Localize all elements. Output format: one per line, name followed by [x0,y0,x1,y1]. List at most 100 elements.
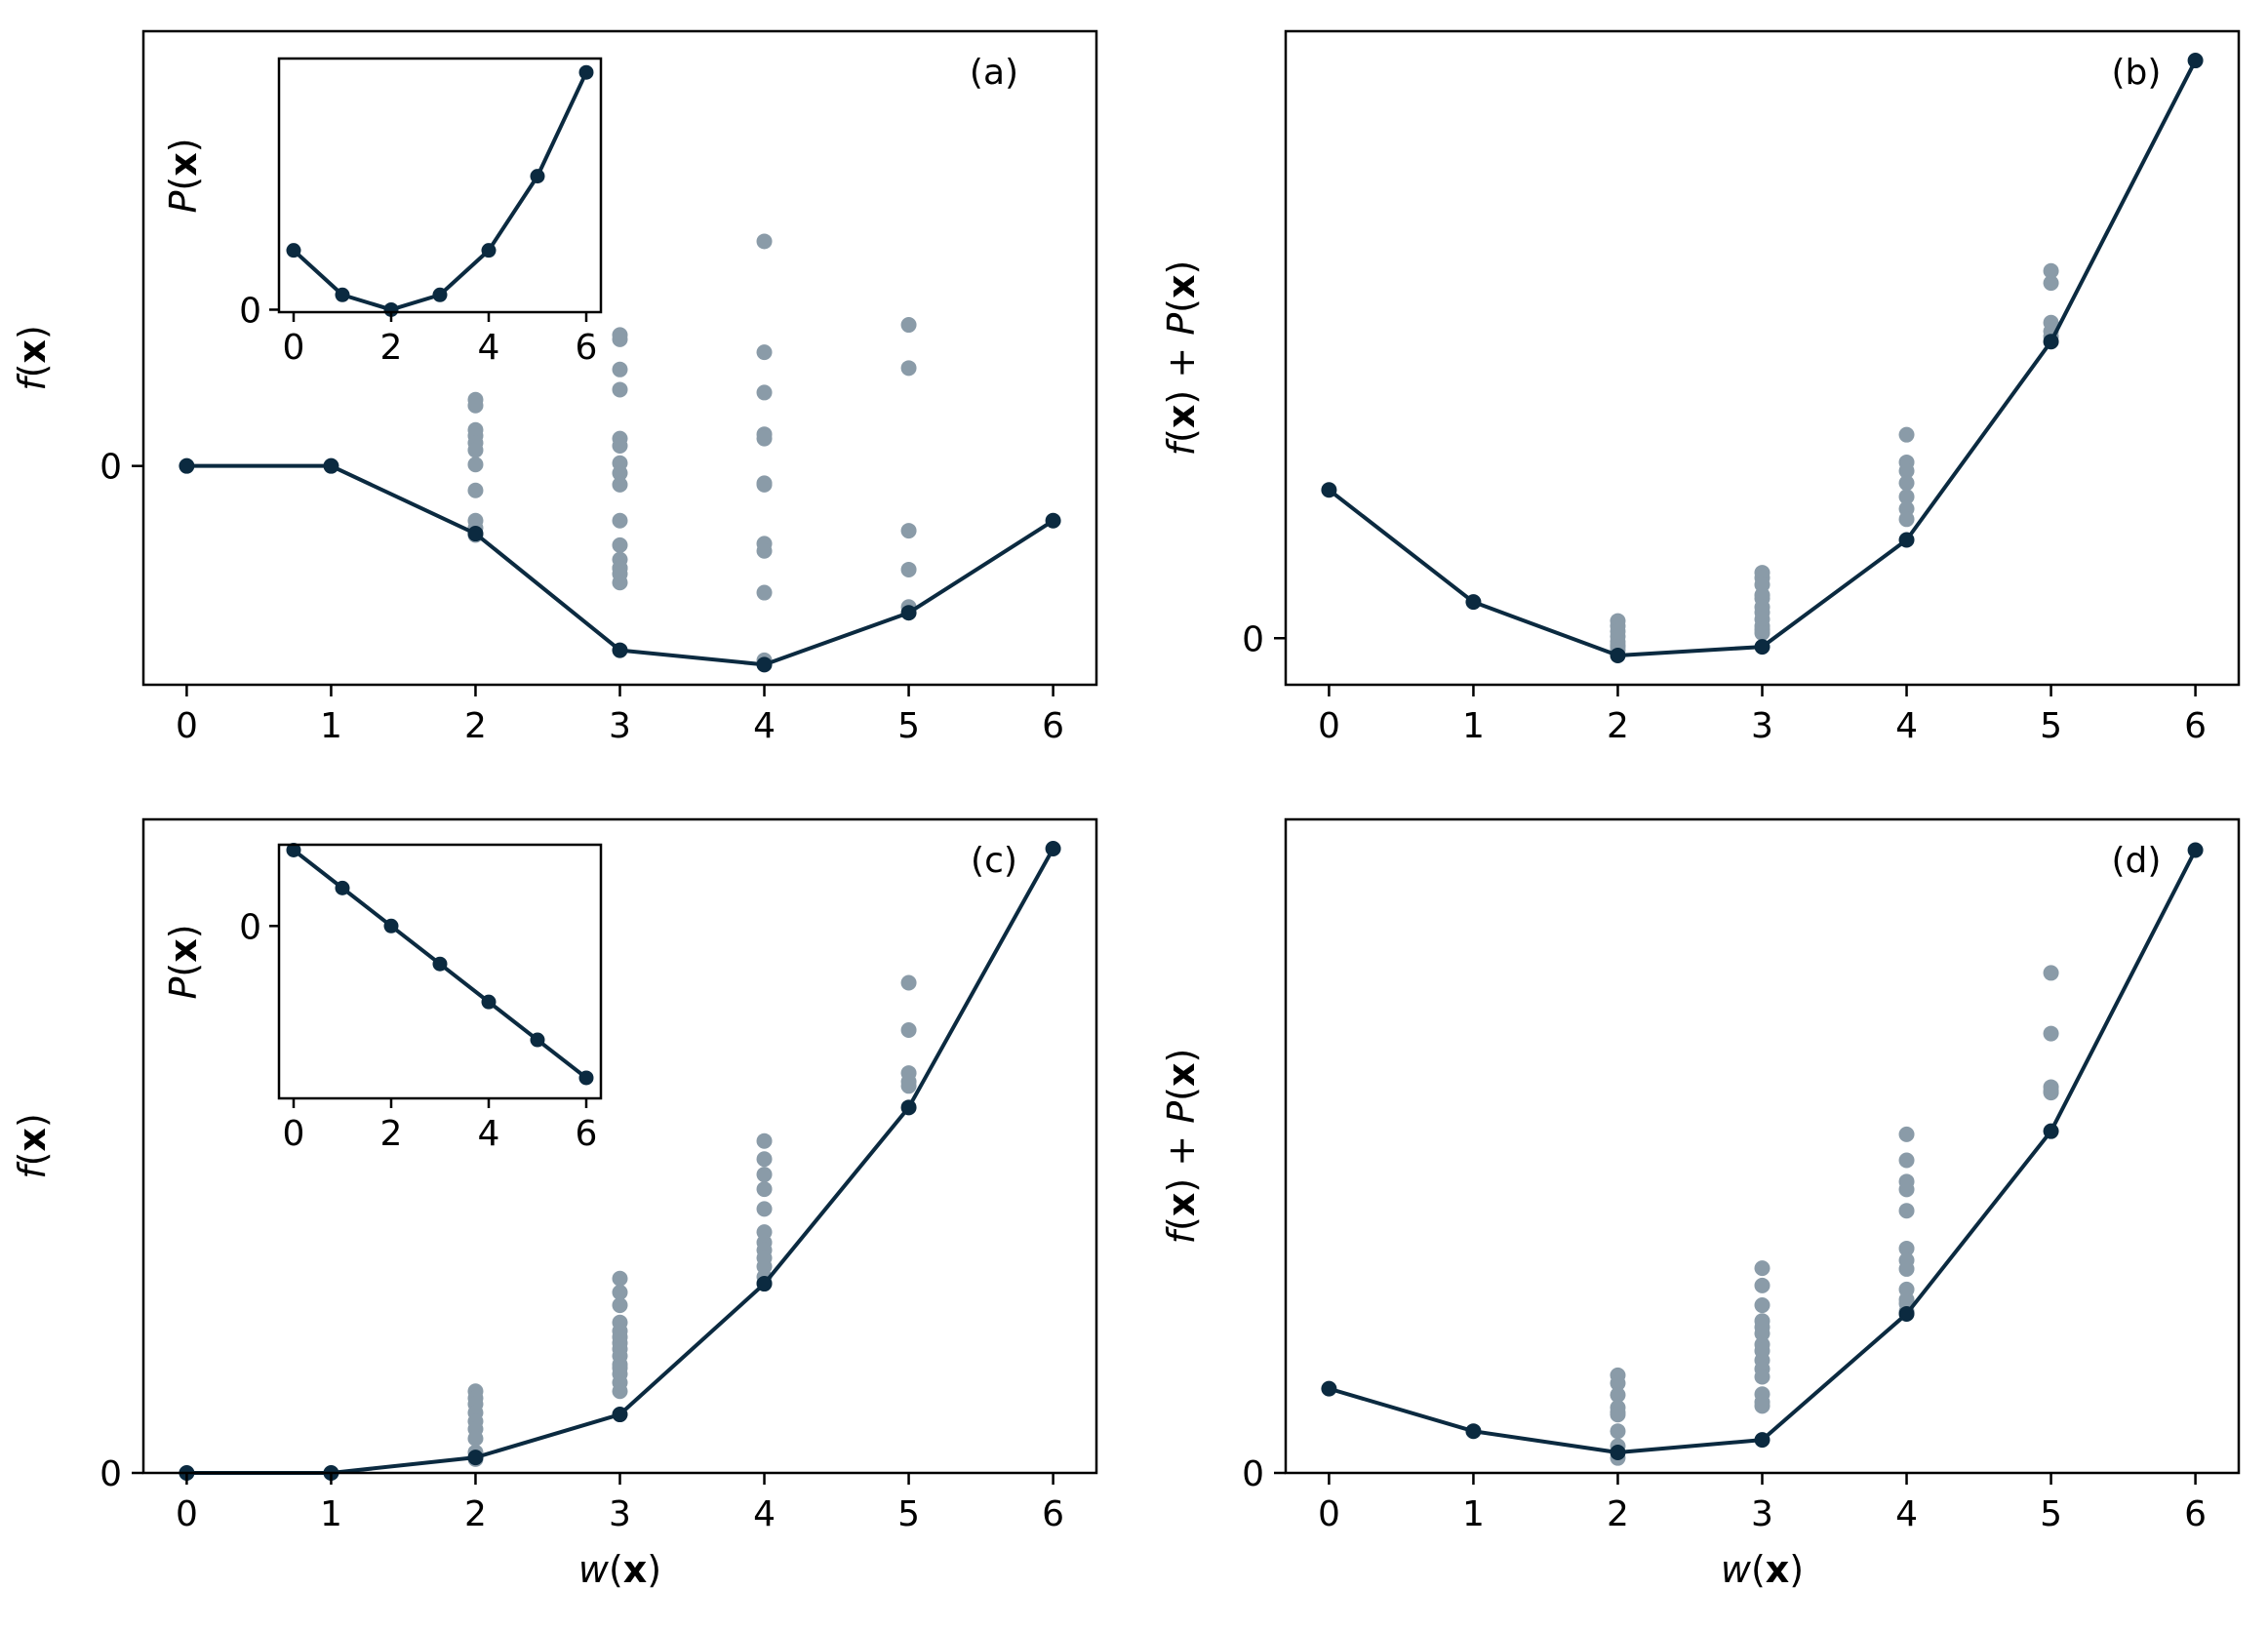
inset-line-marker [578,64,594,80]
scatter-point [1898,1152,1915,1169]
x-tick-label: 1 [1462,706,1485,746]
x-tick-label: 5 [897,1494,920,1534]
x-tick-label: 6 [1042,706,1064,746]
scatter-point [756,1151,773,1168]
inset-x-tick-label: 0 [283,328,305,368]
scatter-point [467,442,484,458]
scatter-point [1754,1260,1771,1277]
x-tick-label: 0 [1318,706,1340,746]
x-tick-label: 6 [1042,1494,1064,1534]
inset-y-axis-label: P(x) [162,924,205,999]
x-tick-label: 4 [753,1494,776,1534]
scatter-point [1898,462,1915,479]
scatter-point [756,1132,773,1149]
scatter-point [1898,489,1915,505]
line-marker [179,457,195,474]
scatter-point [2043,262,2059,279]
scatter-point [612,1270,628,1287]
panel-d: 0 1 2 3 4 5 6 0 (d) f(x) + P(x) w(x) [1160,817,2241,1591]
inset-frame [277,843,603,1100]
scatter-series [1610,965,2059,1466]
scatter-point [900,317,917,334]
x-tick-label: 3 [609,1494,631,1534]
x-tick-label: 6 [2184,706,2207,746]
inset-line-marker [578,1070,594,1086]
y-axis-label: f(x) [11,1113,54,1179]
scatter-point [1754,1369,1771,1385]
line-marker [1898,532,1915,548]
scatter-point [612,476,628,493]
scatter-point [1610,1374,1626,1391]
inset-line-marker [432,956,448,972]
x-tick-label: 1 [320,1494,342,1534]
scatter-point [612,465,628,482]
scatter-point [612,381,628,398]
panel-label: (c) [971,841,1017,881]
line-marker [1610,1445,1626,1461]
inset-line-marker [335,880,350,895]
scatter-point [612,331,628,347]
panel-b: 0 1 2 3 4 5 6 0 (b) f(x) + P(x) [1160,29,2241,746]
scatter-point [756,1201,773,1217]
scatter-point [756,1167,773,1183]
scatter-point [756,1181,773,1198]
line-marker [1898,1305,1915,1322]
inset-line-marker [432,287,448,302]
scatter-point [900,1073,917,1090]
scatter-point [1754,1326,1771,1342]
line-marker [323,457,339,474]
x-tick-label: 4 [1895,1494,1918,1534]
scatter-point [756,344,773,361]
scatter-point [467,482,484,498]
scatter-point [1898,1203,1915,1219]
scatter-point [612,575,628,591]
inset-line-marker [286,842,301,857]
scatter-point [756,542,773,559]
line-marker [1321,482,1337,498]
x-tick-label: 4 [753,706,776,746]
scatter-point [900,1021,917,1038]
x-axis-label: w(x) [578,1548,661,1591]
inset-x-tick-label: 4 [478,328,500,368]
scatter-point [756,584,773,601]
scatter-point [1610,1423,1626,1440]
inset-line-marker [335,287,350,302]
inset-y-tick-label: 0 [239,291,261,331]
line-marker [1754,1432,1771,1449]
scatter-point [467,1430,484,1447]
scatter-point [612,1284,628,1300]
line-marker [612,642,628,658]
y-tick-label: 0 [99,448,122,488]
panel-label: (b) [2112,53,2162,93]
x-tick-label: 2 [464,1494,487,1534]
line-marker [756,1276,773,1292]
line-marker [2043,1123,2059,1139]
line-marker [2187,842,2204,858]
x-tick-label: 5 [897,706,920,746]
scatter-point [2043,1083,2059,1099]
line-marker [612,1407,628,1423]
scatter-point [467,457,484,473]
scatter-point [1610,1407,1626,1423]
scatter-point [612,536,628,553]
inset-line-marker [481,994,497,1010]
x-tick-label: 0 [176,1494,198,1534]
x-tick-label: 0 [176,706,198,746]
scatter-point [1898,426,1915,443]
inset-c: 0 2 4 6 0 P(x) [162,842,603,1154]
line-marker [756,656,773,673]
scatter-point [612,438,628,455]
y-tick-label: 0 [1242,619,1264,659]
inset-line-marker [481,243,497,258]
x-tick-label: 2 [464,706,487,746]
panel-a: 0 1 2 3 4 5 6 0 (a) f(x) 0 2 4 6 0 P(x) [11,29,1098,746]
x-tick-label: 3 [1751,706,1773,746]
scatter-point [2043,275,2059,292]
line-marker [467,526,484,542]
inset-x-tick-label: 0 [283,1114,305,1154]
line-marker [2187,53,2204,69]
scatter-point [900,523,917,539]
inset-line-marker [383,918,399,934]
inset-x-tick-label: 2 [380,328,403,368]
line-marker [900,1099,917,1116]
